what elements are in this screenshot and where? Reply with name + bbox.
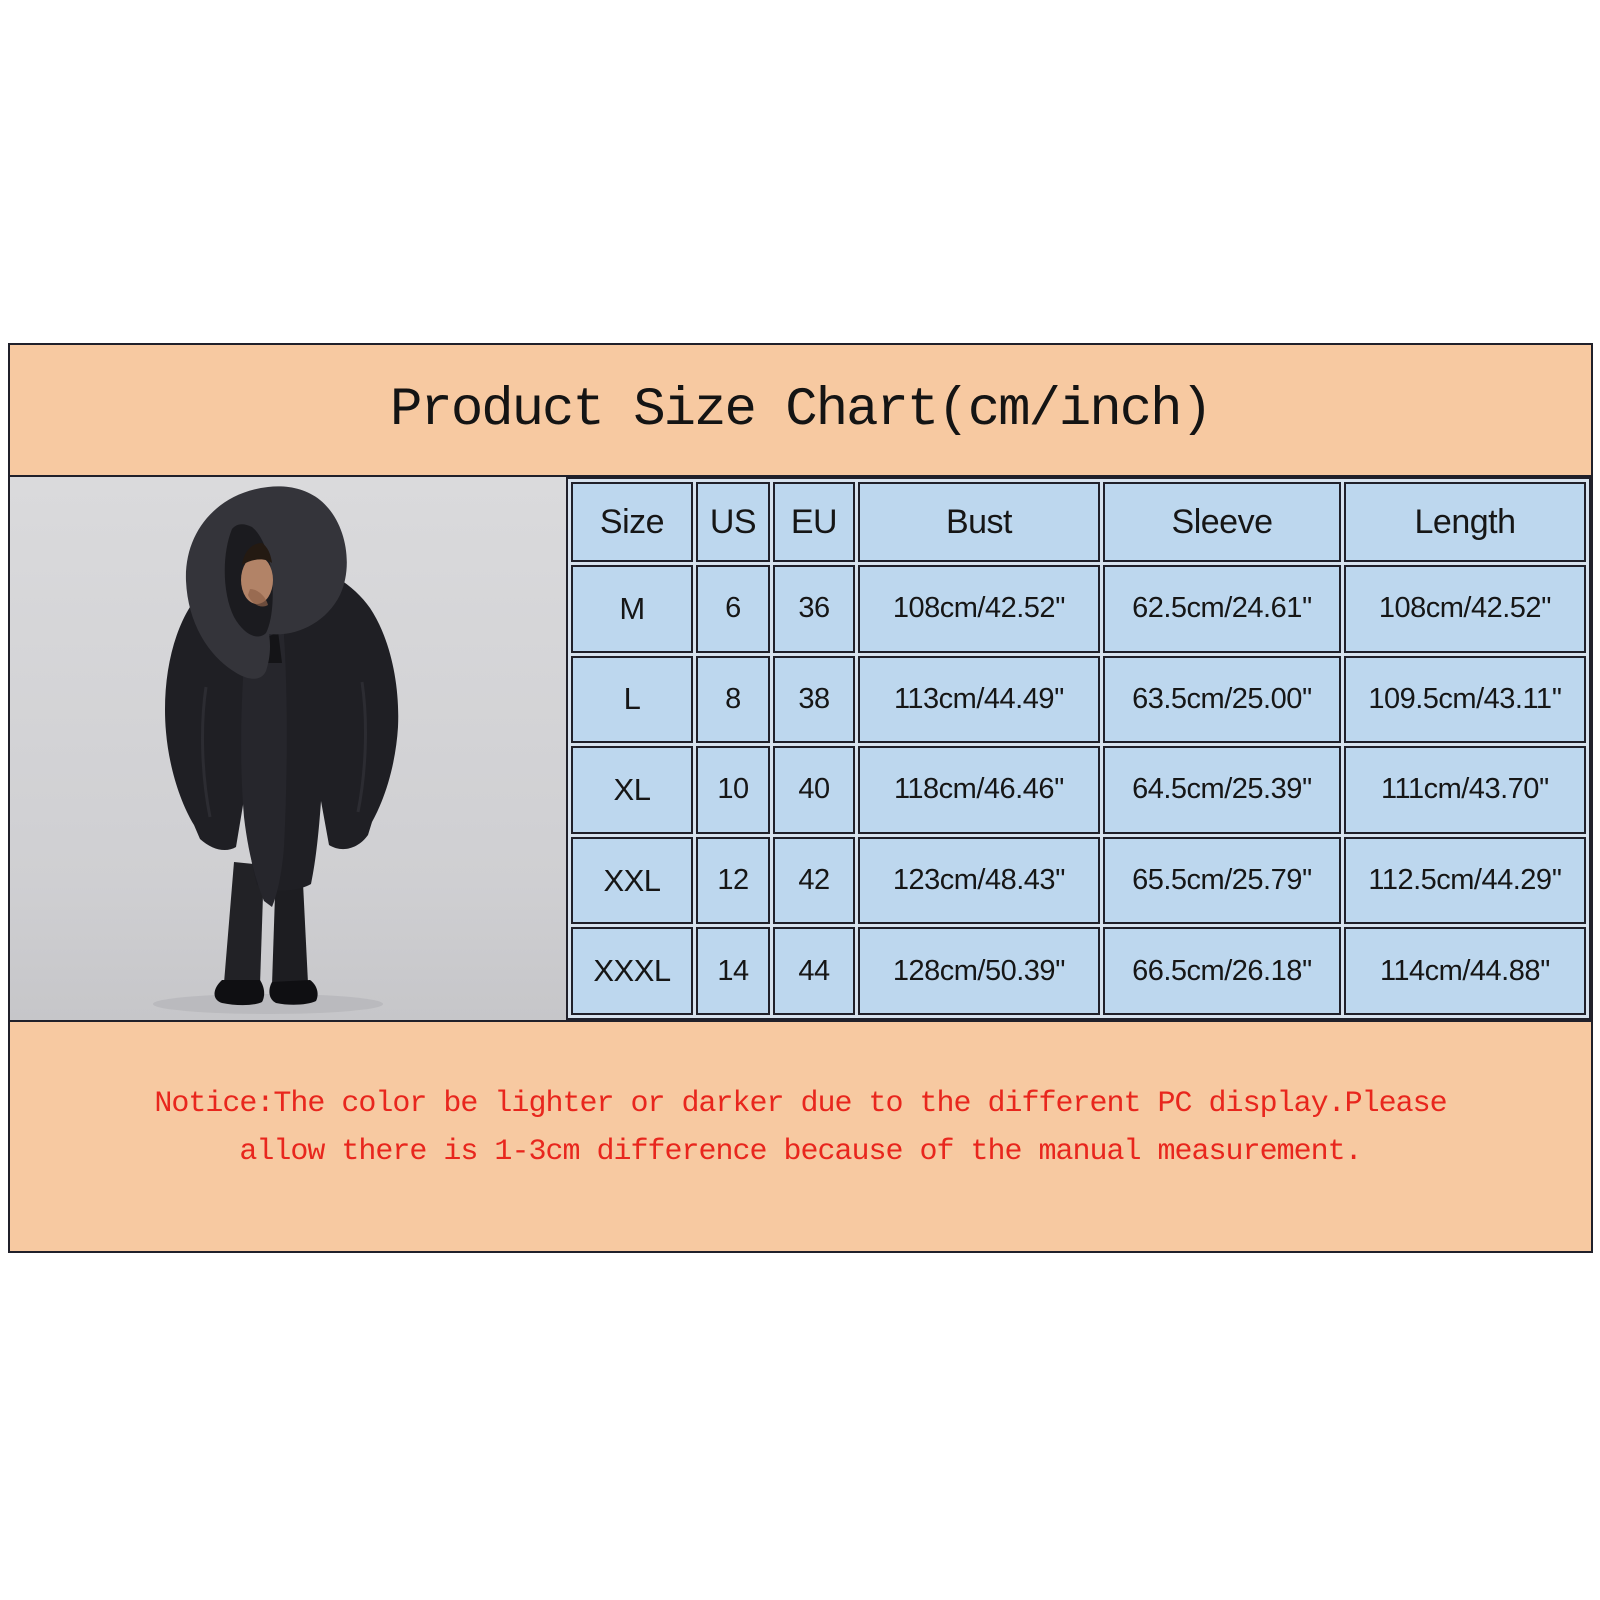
- us-value: 12: [696, 836, 770, 925]
- column-header-length: Length: [1344, 482, 1586, 562]
- bust-value: 118cm/46.46'': [858, 746, 1100, 834]
- size-value: L: [571, 655, 693, 744]
- size-value: XXL: [571, 836, 693, 925]
- sleeve-value: 62.5cm/24.61'': [1103, 565, 1341, 653]
- bust-value: 113cm/44.49'': [858, 655, 1100, 744]
- column-header-bust: Bust: [858, 482, 1100, 562]
- product-photo: [10, 477, 566, 1020]
- bust-value: 108cm/42.52'': [858, 565, 1100, 653]
- eu-value: 40: [773, 746, 855, 834]
- column-header-us: US: [696, 482, 770, 562]
- length-value: 111cm/43.70'': [1344, 746, 1586, 834]
- us-value: 6: [696, 565, 770, 653]
- notice-band: Notice:The color be lighter or darker du…: [10, 1022, 1591, 1251]
- us-value: 10: [696, 746, 770, 834]
- length-value: 114cm/44.88'': [1344, 927, 1586, 1015]
- sleeve-value: 65.5cm/25.79'': [1103, 836, 1341, 925]
- eu-value: 36: [773, 565, 855, 653]
- size-table-wrap: Size US EU Bust Sleeve Length M 6 36 108cm/42.52'…: [566, 477, 1591, 1020]
- sleeve-value: 66.5cm/26.18'': [1103, 927, 1341, 1015]
- floor-shadow: [153, 994, 383, 1014]
- notice-line-1: Notice:The color be lighter or darker du…: [154, 1086, 1447, 1121]
- size-row-xl: XL 10 40 118cm/46.46'' 64.5cm/25.39'' 111cm/4…: [571, 746, 1586, 834]
- column-header-eu: EU: [773, 482, 855, 562]
- middle-section: Size US EU Bust Sleeve Length M 6 36 108cm/42.52'…: [10, 475, 1591, 1022]
- model-figure: [153, 486, 399, 1014]
- sleeve-value: 64.5cm/25.39'': [1103, 746, 1341, 834]
- eu-value: 44: [773, 927, 855, 1015]
- model-photo-illustration: [10, 477, 566, 1020]
- us-value: 14: [696, 927, 770, 1015]
- sleeve-value: 63.5cm/25.00'': [1103, 655, 1341, 744]
- header-band: Product Size Chart(cm/inch): [10, 345, 1591, 475]
- size-row-xxxl: XXXL 14 44 128cm/50.39'' 66.5cm/26.18'' 114cm…: [571, 927, 1586, 1015]
- length-value: 108cm/42.52'': [1344, 565, 1586, 653]
- column-header-sleeve: Sleeve: [1103, 482, 1341, 562]
- size-table: Size US EU Bust Sleeve Length M 6 36 108cm/42.52'…: [566, 477, 1591, 1020]
- size-value: XL: [571, 746, 693, 834]
- eu-value: 38: [773, 655, 855, 744]
- length-value: 109.5cm/43.11'': [1344, 655, 1586, 744]
- bust-value: 128cm/50.39'': [858, 927, 1100, 1015]
- size-value: XXXL: [571, 927, 693, 1015]
- page-title: Product Size Chart(cm/inch): [390, 379, 1213, 441]
- length-value: 112.5cm/44.29'': [1344, 836, 1586, 925]
- content-panel: Product Size Chart(cm/inch): [8, 343, 1593, 1253]
- us-value: 8: [696, 655, 770, 744]
- size-row-xxl: XXL 12 42 123cm/48.43'' 65.5cm/25.79'' 112.5c…: [571, 836, 1586, 925]
- size-row-l: L 8 38 113cm/44.49'' 63.5cm/25.00'' 109.5cm/4…: [571, 655, 1586, 744]
- column-header-size: Size: [571, 482, 693, 562]
- bust-value: 123cm/48.43'': [858, 836, 1100, 925]
- eu-value: 42: [773, 836, 855, 925]
- notice-line-2: allow there is 1-3cm difference because …: [239, 1134, 1362, 1169]
- size-value: M: [571, 565, 693, 653]
- size-row-m: M 6 36 108cm/42.52'' 62.5cm/24.61'' 108cm/42.…: [571, 565, 1586, 653]
